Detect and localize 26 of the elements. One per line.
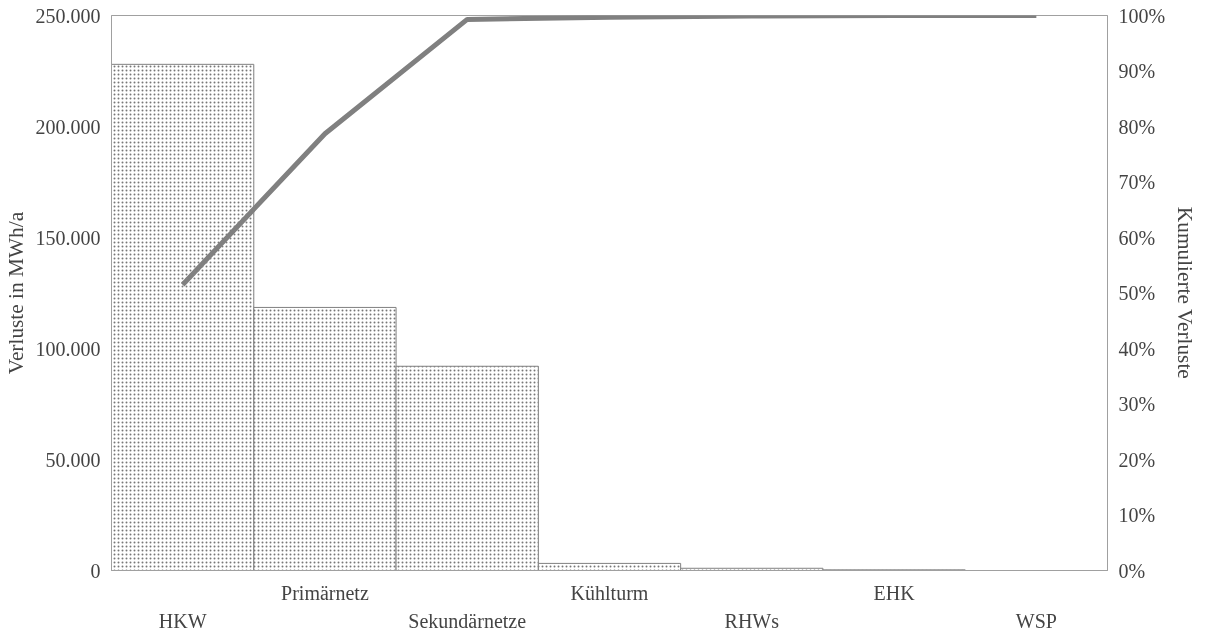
- y-axis-title: Verluste in MWh/a: [3, 211, 28, 375]
- x-tick-label: Kühlturm: [570, 581, 649, 604]
- y2-tick-label: 50%: [1118, 282, 1156, 304]
- x-tick-label: RHWs: [724, 610, 780, 633]
- y-tick-label: 150.000: [35, 226, 101, 249]
- y2-tick-label: 100%: [1118, 4, 1166, 27]
- x-tick-label: HKW: [158, 610, 207, 633]
- y2-tick-label: 20%: [1118, 448, 1156, 471]
- x-tick-label: Primärnetz: [281, 581, 369, 604]
- y2-tick-label: 80%: [1118, 115, 1156, 138]
- y-tick-label: 50.000: [45, 448, 101, 471]
- y-tick-label: 200.000: [35, 115, 101, 138]
- y-tick-label: 0: [90, 559, 101, 582]
- y2-tick-label: 40%: [1118, 337, 1156, 360]
- x-tick-label: EHK: [873, 581, 916, 604]
- x-tick-label: Sekundärnetze: [408, 610, 527, 633]
- y2-tick-label: 70%: [1118, 171, 1156, 193]
- y2-tick-label: 0%: [1118, 559, 1146, 582]
- y2-tick-label: 30%: [1118, 393, 1156, 415]
- y2-tick-label: 60%: [1118, 226, 1156, 249]
- y2-axis-title: Kumulierte Verluste: [1173, 206, 1198, 379]
- y2-tick-label: 90%: [1118, 60, 1156, 82]
- y-tick-label: 100.000: [35, 337, 101, 360]
- y2-tick-label: 10%: [1118, 504, 1156, 526]
- x-tick-label: WSP: [1015, 610, 1057, 633]
- y-tick-label: 250.000: [35, 4, 101, 27]
